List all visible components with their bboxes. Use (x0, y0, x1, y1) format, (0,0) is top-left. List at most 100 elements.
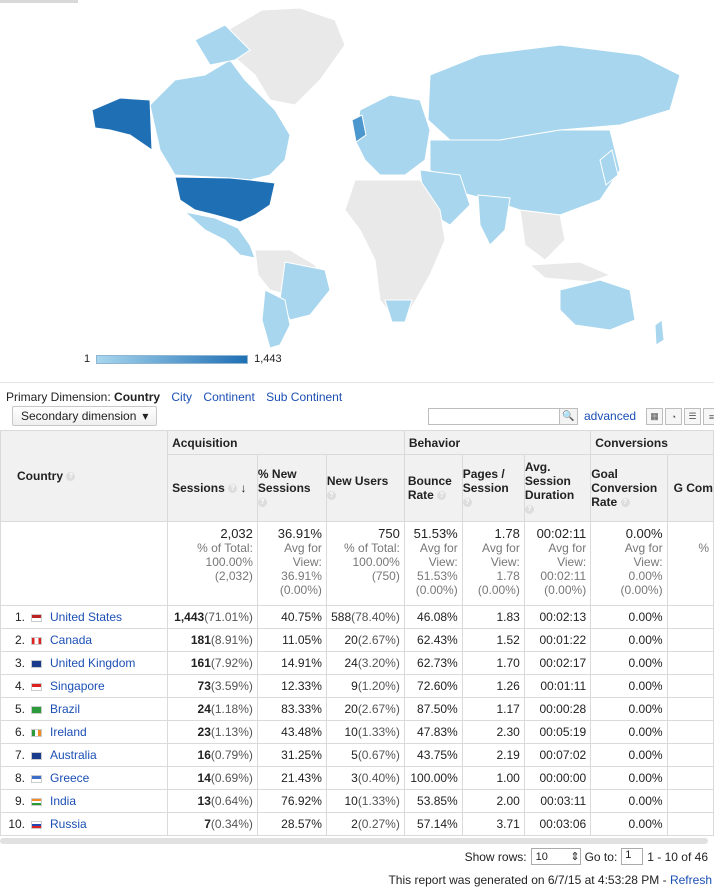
help-icon[interactable]: ? (462, 498, 472, 508)
advanced-link[interactable]: advanced (584, 409, 637, 423)
map-europe (354, 94, 431, 176)
cell-pages: 1.00 (461, 766, 525, 790)
cell-new-users: 3(0.40%) (325, 766, 405, 790)
cell-goal: 0.00% (590, 720, 668, 744)
help-icon[interactable]: ? (326, 491, 336, 501)
country-link[interactable]: Australia (50, 748, 97, 762)
table-row[interactable]: 9. India 13(0.64%) 76.92% 10(1.33%) 53.85% 2.0… (0, 789, 714, 813)
col-header-goal-conversion[interactable]: Goal Conversion Rate ? (590, 454, 668, 522)
table-row[interactable]: 1. United States 1,443(71.01%) 40.75% 588(78… (0, 605, 714, 629)
cell-goal-completions (666, 628, 714, 652)
flag-icon (31, 751, 42, 760)
legend-gradient (96, 354, 249, 364)
cell-goal: 0.00% (590, 743, 668, 767)
secondary-dimension-dropdown[interactable]: Secondary dimension ▾ (12, 406, 158, 426)
cell-new-sessions: 43.48% (256, 720, 327, 744)
help-icon[interactable]: ? (437, 491, 447, 501)
col-header-country[interactable]: Country ? (0, 430, 169, 522)
map-south-america-south (261, 289, 291, 349)
pie-view-icon[interactable]: ◔ (665, 408, 682, 425)
row-index: 9. (14, 794, 25, 808)
help-icon[interactable]: ? (524, 505, 534, 515)
country-link[interactable]: Ireland (50, 725, 87, 739)
help-icon[interactable]: ? (228, 484, 238, 494)
cell-pages: 2.30 (461, 720, 525, 744)
country-link[interactable]: Singapore (50, 679, 105, 693)
world-map[interactable] (0, 0, 714, 382)
country-link[interactable]: Canada (50, 633, 93, 647)
pagination: Show rows: 10 ⇕ Go to: 1 1 - 10 of 46 (465, 848, 708, 865)
col-header-new-users[interactable]: New Users? (325, 454, 405, 522)
col-header-goal-completions[interactable]: G Com (666, 454, 714, 522)
cell-new-sessions: 76.92% (256, 789, 327, 813)
flag-icon (31, 705, 42, 714)
table-row[interactable]: 7. Australia 16(0.79%) 31.25% 5(0.67%) 43.75%… (0, 743, 714, 767)
country-link[interactable]: Greece (50, 771, 90, 785)
cell-pages: 1.26 (461, 674, 525, 698)
cell-pages: 3.71 (461, 812, 525, 836)
table-row[interactable]: 8. Greece 14(0.69%) 21.43% 3(0.40%) 100.00% 1.… (0, 766, 714, 790)
dimension-link-city[interactable]: City (171, 390, 193, 404)
cell-pages: 1.70 (461, 651, 525, 675)
col-header-avg-duration[interactable]: Avg. Session Duration? (523, 454, 592, 522)
page-range: 1 - 10 of 46 (647, 849, 708, 864)
primary-dimension-bar: Primary Dimension: Country City Continen… (6, 390, 342, 404)
col-header-sessions[interactable]: Sessions ? ↓ (167, 454, 258, 522)
cell-sessions: 1,443(71.01%) (167, 605, 258, 629)
goto-input[interactable]: 1 (621, 848, 644, 865)
group-acquisition: Acquisition (167, 430, 405, 455)
summary-duration: 00:02:11 Avg for View: 00:02:11 (0.00%) (523, 521, 592, 606)
search-icon[interactable]: 🔍 (559, 409, 577, 424)
col-header-pages-session[interactable]: Pages / Session? (461, 454, 525, 522)
table-row[interactable]: 6. Ireland 23(1.13%) 43.48% 10(1.33%) 47.83% 2… (0, 720, 714, 744)
help-icon[interactable]: ? (66, 472, 76, 482)
cell-new-users: 9(1.20%) (325, 674, 405, 698)
cell-bounce: 87.50% (403, 697, 463, 721)
map-russia (427, 44, 681, 141)
table-row[interactable]: 10. Russia 7(0.34%) 28.57% 2(0.27%) 57.14% 3.7… (0, 812, 714, 836)
help-icon[interactable]: ? (620, 498, 630, 508)
col-header-new-sessions[interactable]: % New Sessions? (256, 454, 327, 522)
table-row[interactable]: 5. Brazil 24(1.18%) 83.33% 20(2.67%) 87.50% 1.… (0, 697, 714, 721)
country-link[interactable]: Brazil (50, 702, 81, 716)
country-link[interactable]: India (50, 794, 77, 808)
table-search[interactable]: 🔍 (428, 408, 578, 425)
table-view-icon[interactable]: ▦ (646, 408, 663, 425)
cell-goal: 0.00% (590, 605, 668, 629)
cell-bounce: 62.73% (403, 651, 463, 675)
cell-country: 4. Singapore (0, 674, 169, 698)
dimension-link-sub-continent[interactable]: Sub Continent (266, 390, 343, 404)
table-row[interactable]: 3. United Kingdom 161(7.92%) 14.91% 24(3.20%… (0, 651, 714, 675)
help-icon[interactable]: ? (257, 498, 267, 508)
cell-country: 10. Russia (0, 812, 169, 836)
horizontal-scrollbar[interactable] (0, 838, 708, 844)
col-header-bounce-rate[interactable]: Bounce Rate ? (403, 454, 463, 522)
table-row[interactable]: 4. Singapore 73(3.59%) 12.33% 9(1.20%) 72.60%… (0, 674, 714, 698)
dimension-link-continent[interactable]: Continent (203, 390, 255, 404)
search-input[interactable] (429, 409, 559, 424)
cell-bounce: 43.75% (403, 743, 463, 767)
legend-min: 1 (84, 353, 91, 365)
cell-bounce: 53.85% (403, 789, 463, 813)
show-rows-label: Show rows: (464, 849, 527, 864)
cell-goal: 0.00% (590, 789, 668, 813)
show-rows-select[interactable]: 10 ⇕ (530, 848, 581, 865)
map-new-zealand (654, 319, 665, 346)
row-index: 2. (14, 633, 25, 647)
cell-pages: 2.19 (461, 743, 525, 767)
country-link[interactable]: United Kingdom (50, 656, 136, 670)
report-table: Country ? Acquisition Behavior Conversio… (0, 430, 714, 836)
country-link[interactable]: Russia (50, 817, 87, 831)
country-link[interactable]: United States (50, 610, 123, 624)
map-canada (149, 59, 291, 181)
table-row[interactable]: 2. Canada 181(8.91%) 11.05% 20(2.67%) 62.43% 1… (0, 628, 714, 652)
refresh-link[interactable]: Refresh (669, 873, 712, 887)
map-legend: 1 1,443 (84, 353, 282, 365)
cell-country: 1. United States (0, 605, 169, 629)
cell-new-sessions: 31.25% (256, 743, 327, 767)
row-index: 4. (14, 679, 25, 693)
cell-duration: 00:05:19 (523, 720, 592, 744)
bar-view-icon[interactable]: ☰ (684, 408, 701, 425)
comparison-view-icon[interactable]: ≡ (703, 408, 714, 425)
cell-duration: 00:02:17 (523, 651, 592, 675)
